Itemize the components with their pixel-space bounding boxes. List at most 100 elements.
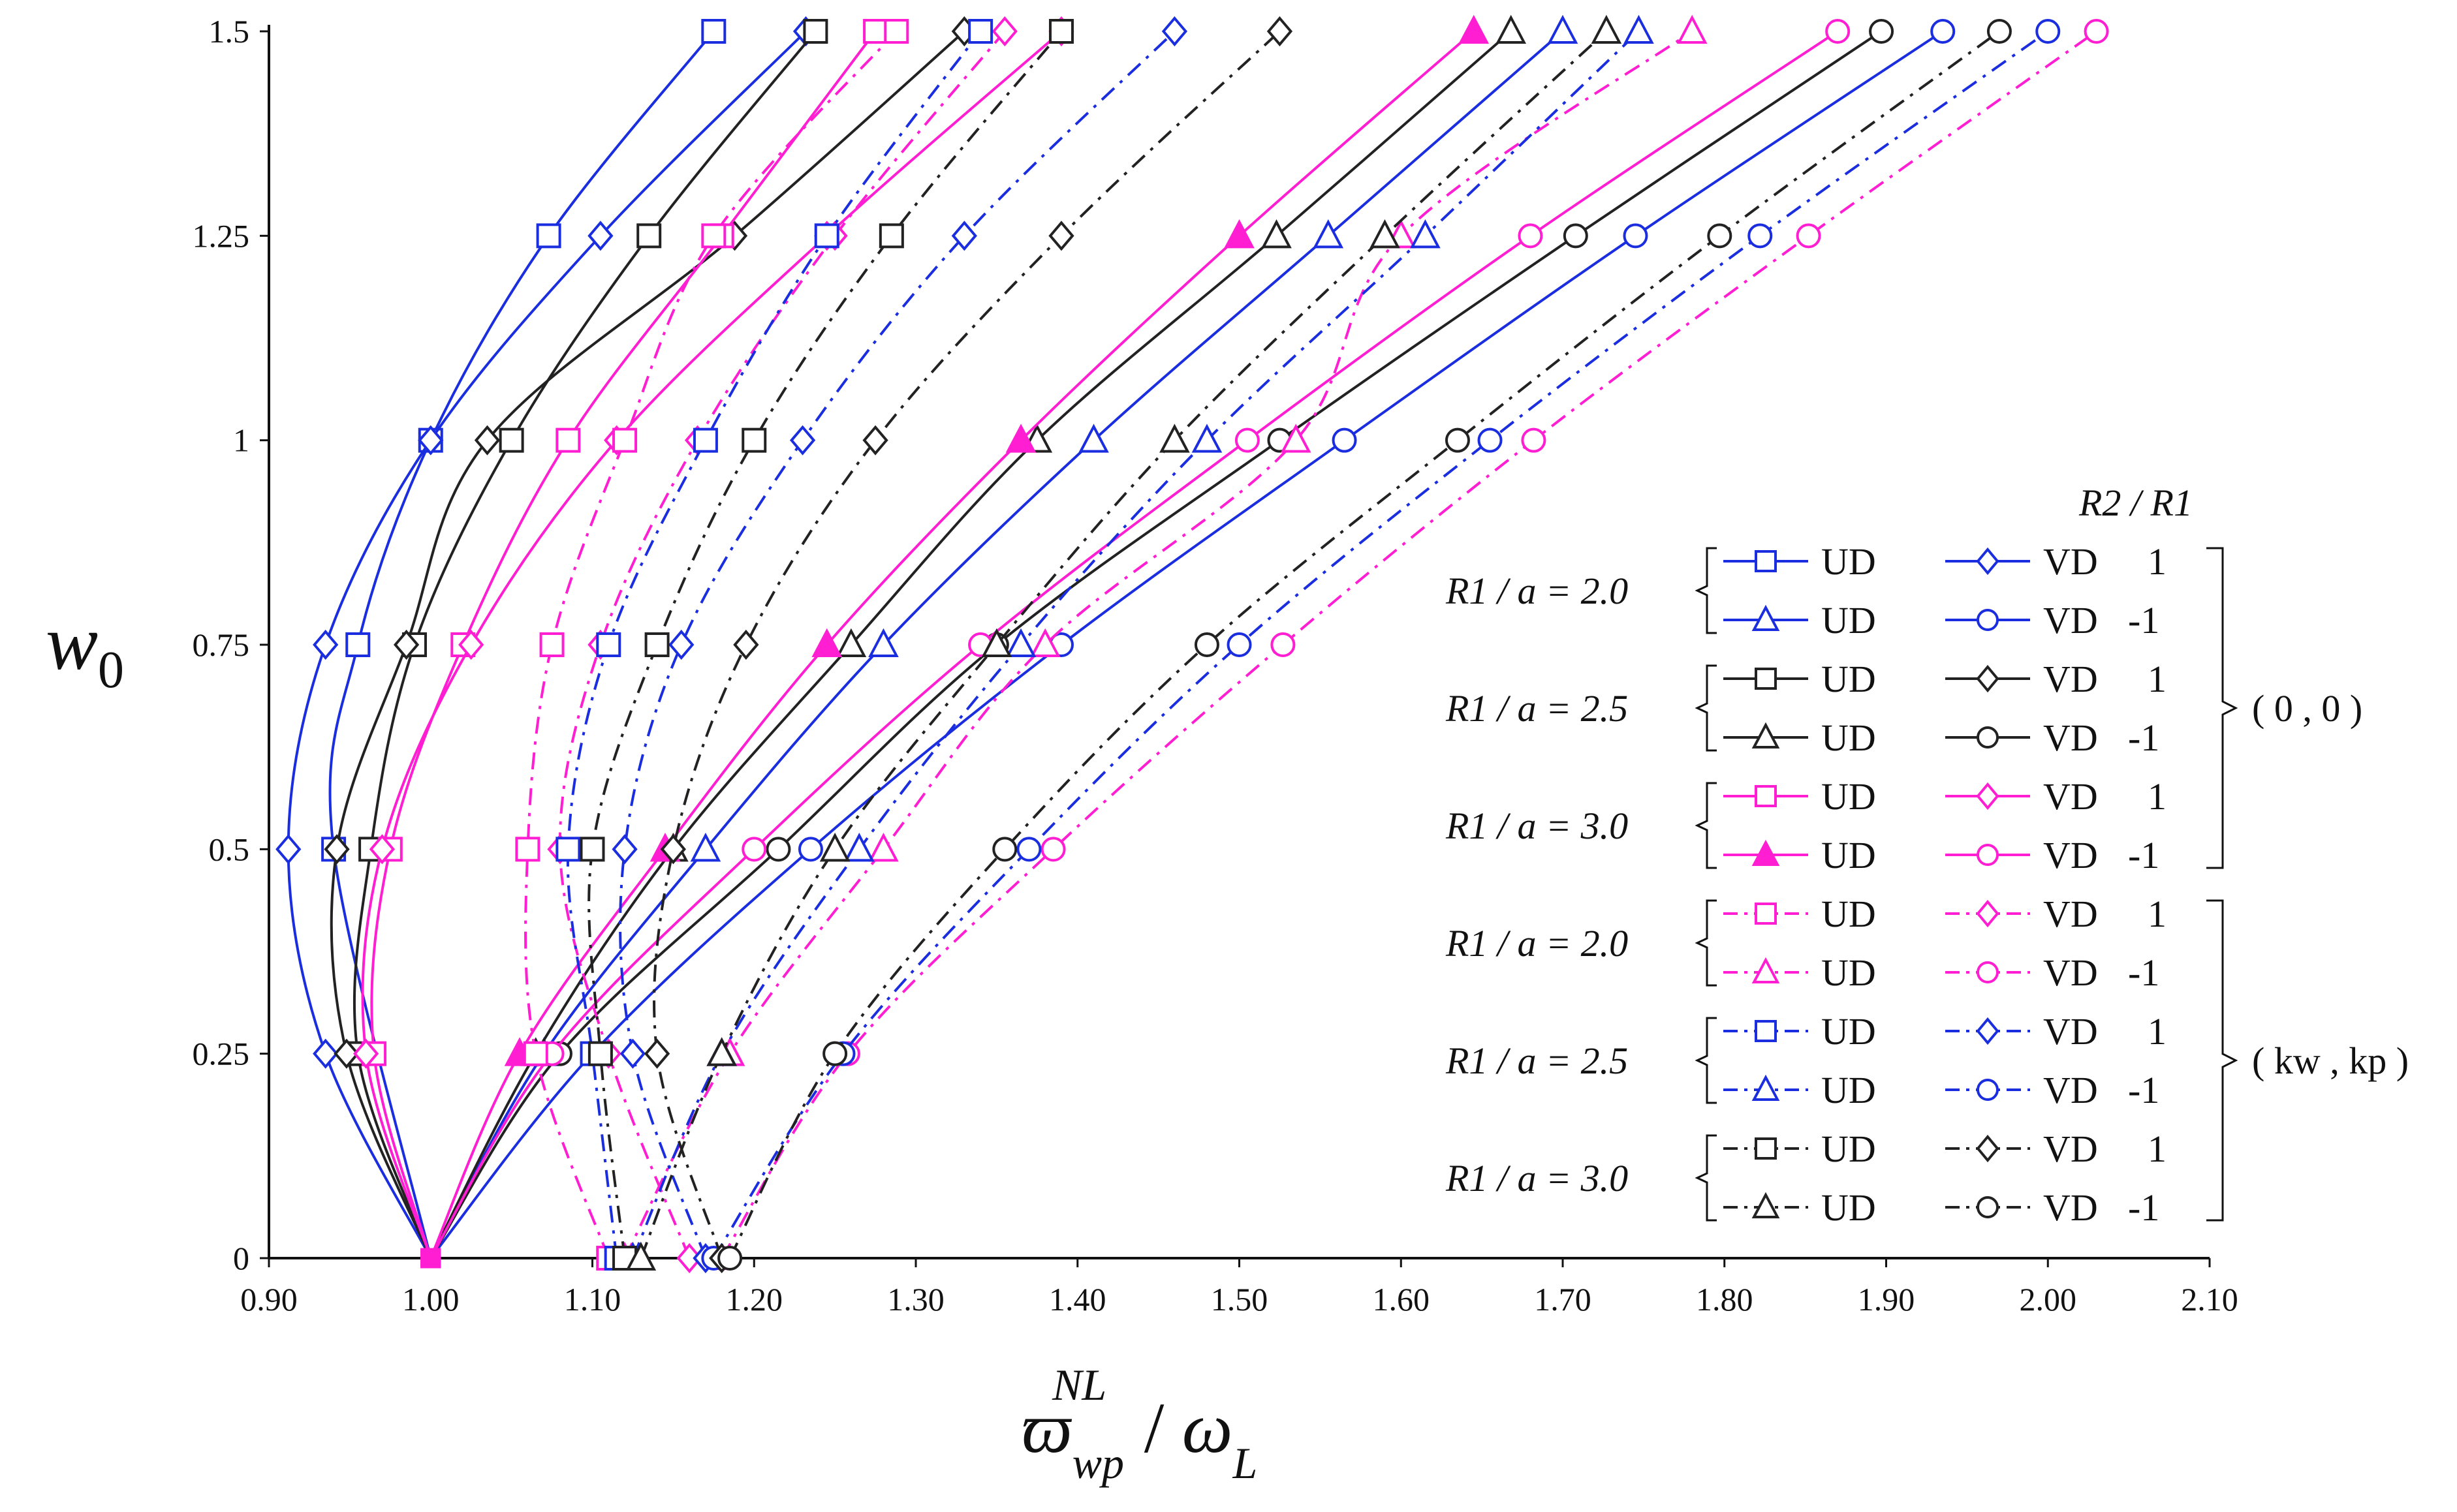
data-point-diamond [668, 629, 695, 660]
data-point-triangle [1676, 14, 1708, 44]
series-line [728, 30, 2001, 1259]
data-point-circle [1707, 223, 1732, 249]
data-point-triangle [1458, 14, 1490, 44]
data-point-square [884, 19, 909, 44]
data-point-triangle [1751, 1192, 1780, 1218]
data-point-diamond [1976, 547, 1999, 576]
data-point-square [644, 632, 670, 657]
data-point-circle [1016, 837, 1042, 862]
data-point-triangle [1751, 604, 1780, 631]
x-tick-label: 1.90 [1858, 1281, 1915, 1318]
data-point-circle [717, 1246, 743, 1271]
y-tick-label: 0 [233, 1240, 249, 1276]
legend-group-brace [2206, 547, 2238, 869]
legend-ud-label: UD [1821, 1186, 1876, 1229]
data-point-origin [420, 1248, 441, 1269]
data-point-diamond [393, 629, 420, 660]
data-point-triangle [1191, 424, 1223, 453]
data-point-diamond [789, 425, 816, 455]
data-point-triangle [625, 1241, 657, 1271]
data-point-triangle [1751, 839, 1780, 866]
data-point-diamond [313, 629, 339, 660]
data-point-triangle [868, 628, 899, 657]
legend-bracket [1695, 899, 1717, 987]
legend-row: UD VD -1 [1723, 599, 2159, 641]
data-point-square [742, 427, 767, 453]
y-tick-label: 0.75 [193, 626, 250, 663]
data-point-square [1755, 550, 1777, 572]
legend-ud-label: UD [1821, 717, 1876, 759]
data-point-diamond [619, 1038, 646, 1069]
x-tick-label: 2.10 [2181, 1281, 2238, 1318]
data-point-circle [1227, 632, 1252, 657]
x-tick-label: 1.40 [1049, 1281, 1106, 1318]
data-point-square [515, 837, 540, 862]
data-point-diamond [612, 834, 638, 865]
data-point-triangle [981, 628, 1012, 657]
data-point-triangle [1159, 424, 1190, 453]
data-point-diamond [1976, 899, 1999, 928]
data-point-diamond [324, 834, 350, 865]
data-point-diamond [587, 221, 614, 251]
legend-ratio: -1 [2128, 834, 2159, 876]
data-point-square [536, 223, 561, 249]
data-point-square [556, 427, 581, 453]
series-line [370, 30, 877, 1259]
legend-ratio: -1 [2128, 1186, 2159, 1229]
data-point-square [539, 632, 565, 657]
data-point-circle [1234, 427, 1260, 453]
data-point-circle [766, 837, 791, 862]
legend-vd-label: VD [2043, 834, 2098, 876]
legend-ud-label: UD [1821, 893, 1876, 935]
data-point-circle [1930, 19, 1956, 44]
data-point-triangle [1005, 628, 1037, 657]
data-point-triangle [1751, 1074, 1780, 1101]
data-point-circle [1977, 844, 1999, 866]
legend-bracket [1695, 782, 1717, 869]
series-line [429, 30, 1475, 1259]
legend-bracket [1695, 664, 1717, 752]
data-point-square [814, 223, 839, 249]
series-layer [275, 14, 2109, 1274]
legend-row: UD VD 1 R1 / a = 3.0 [1445, 775, 2167, 869]
series-line [328, 30, 715, 1259]
series-11 [420, 14, 1490, 1269]
data-point-diamond [1266, 16, 1293, 47]
legend-header: R2 / R1 [2078, 482, 2193, 524]
data-point-circle [822, 1041, 848, 1066]
legend-ratio: 1 [2148, 658, 2167, 700]
data-point-triangle [1495, 14, 1527, 44]
data-point-circle [742, 837, 767, 862]
series-6 [353, 16, 1074, 1269]
data-point-diamond [660, 834, 686, 865]
data-point-square [701, 223, 727, 249]
x-axis-label: ϖwpNL / ωL [1022, 1360, 1257, 1488]
axes: 0.90 1.00 1.10 1.20 1.30 1.40 1.50 1.60 1.70 1.80… [46, 13, 2238, 1488]
data-point-triangle [843, 833, 875, 862]
legend-ratio: 1 [2148, 1128, 2167, 1170]
legend-row: UD VD -1 [1723, 1186, 2159, 1229]
legend-ra-label: R1 / a = 2.5 [1445, 1040, 1628, 1082]
legend-vd-label: VD [2043, 951, 2098, 994]
data-point-circle [2084, 19, 2109, 44]
data-point-square [863, 19, 888, 44]
data-point-diamond [644, 1038, 670, 1069]
legend-ratio: -1 [2128, 717, 2159, 759]
series-5 [362, 19, 888, 1269]
x-tick-label: 1.80 [1696, 1281, 1753, 1318]
legend-ud-label: UD [1821, 1010, 1876, 1053]
legend-vd-label: VD [2043, 1069, 2098, 1111]
data-point-triangle [868, 833, 899, 862]
series-17 [556, 19, 994, 1271]
series-line [524, 30, 898, 1259]
legend-vd-label: VD [2043, 1128, 2098, 1170]
data-point-circle [1986, 19, 2012, 44]
data-point-diamond [418, 425, 444, 455]
data-point-circle [1194, 632, 1219, 657]
data-point-triangle [1029, 628, 1061, 657]
data-point-triangle [1591, 14, 1622, 44]
legend-vd-label: VD [2043, 775, 2098, 818]
legend-ud-label: UD [1821, 951, 1876, 994]
data-point-square [499, 427, 524, 453]
series-19 [612, 16, 1188, 1274]
